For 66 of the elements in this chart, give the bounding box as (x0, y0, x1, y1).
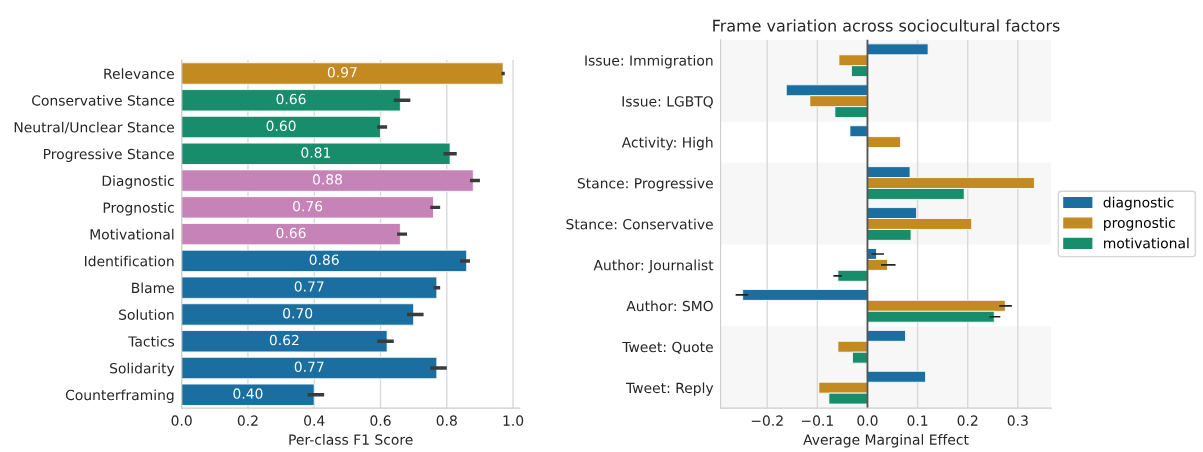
data-label: 0.97 (327, 67, 357, 78)
data-label: 0.60 (266, 120, 296, 132)
data-label: 0.66 (276, 93, 306, 105)
data-label: 0.88 (312, 174, 342, 185)
y-tick-label: Tweet: Quote (622, 341, 713, 354)
y-tick-label: Issue: LGBTQ (622, 96, 713, 109)
data-label: 0.77 (294, 361, 324, 373)
y-tick-label: Stance: Conservative (566, 218, 713, 230)
y-tick-label: Neutral/Unclear Stance (14, 121, 174, 134)
y-tick-label: Counterframing (65, 389, 174, 403)
y-tick-label: Motivational (90, 228, 174, 240)
y-tick-label: Relevance (104, 68, 174, 79)
data-label: 0.62 (269, 334, 299, 346)
y-tick-label: Identification (85, 255, 174, 267)
x-tick-label: 0.2 (957, 415, 978, 426)
legend-label: diagnostic (1103, 196, 1174, 211)
bar (181, 303, 415, 326)
bar (181, 276, 438, 299)
x-tick-label: −0.1 (801, 415, 833, 426)
bar (181, 115, 381, 139)
bar (181, 249, 468, 273)
x-tick-label: −0.2 (751, 415, 783, 426)
x-tick-label: 0.4 (304, 415, 325, 426)
y-tick-label: Prognostic (103, 202, 174, 216)
bar (181, 169, 474, 192)
y-tick-label: Stance: Progressive (577, 177, 713, 192)
y-tick-label: Conservative Stance (32, 95, 174, 106)
data-label: 0.70 (283, 307, 313, 319)
x-tick-label: 0.0 (171, 415, 192, 426)
y-tick-label: Solution (119, 309, 174, 320)
data-label: 0.81 (301, 147, 331, 158)
data-label: 0.86 (309, 254, 339, 265)
y-tick-label: Progressive Stance (44, 148, 174, 162)
bar (181, 383, 315, 406)
data-label: 0.40 (233, 388, 263, 399)
x-tick-label: 0.1 (907, 415, 928, 426)
bar (181, 330, 388, 353)
data-label: 0.76 (293, 200, 323, 212)
y-tick-label: Solidarity (110, 362, 175, 377)
bar (181, 223, 401, 246)
y-tick-label: Author: SMO (626, 300, 713, 312)
bar (181, 356, 438, 380)
y-tick-label: Author: Journalist (593, 259, 714, 273)
y-tick-label: Diagnostic (102, 175, 174, 189)
y-tick-label: Tactics (128, 335, 175, 347)
bar (181, 89, 401, 112)
y-tick-label: Tweet: Reply (625, 382, 714, 396)
x-tick-label: 0.3 (1007, 415, 1028, 426)
x-axis-title: Average Marginal Effect (803, 434, 969, 448)
x-tick-label: 0.2 (237, 415, 258, 426)
chart-title: Frame variation across sociocultural factors (713, 19, 1060, 32)
x-tick-label: 0.6 (370, 415, 391, 426)
y-tick-label: Blame (132, 282, 174, 294)
legend-label: prognostic (1104, 217, 1175, 231)
data-label: 0.77 (294, 281, 324, 292)
x-axis-title: Per-class F1 Score (289, 434, 413, 445)
bar (181, 62, 504, 85)
x-tick-label: 0.8 (436, 415, 457, 426)
bar (181, 196, 434, 219)
y-tick-label: Activity: High (621, 136, 713, 151)
x-tick-label: 0.0 (857, 415, 878, 426)
y-tick-label: Issue: Immigration (585, 54, 713, 69)
legend-label: motivational (1104, 237, 1189, 249)
bar (181, 142, 451, 165)
x-tick-label: 1.0 (503, 415, 524, 426)
data-label: 0.66 (276, 227, 306, 239)
